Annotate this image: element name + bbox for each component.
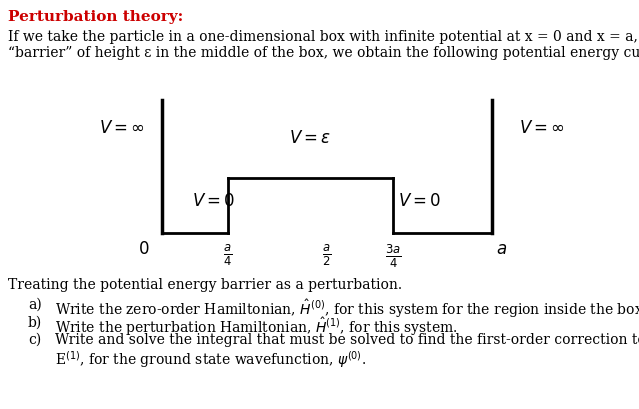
Text: Write and solve the integral that must be solved to find the first-order correct: Write and solve the integral that must b… [55, 333, 639, 347]
Text: Perturbation theory:: Perturbation theory: [8, 10, 183, 24]
Text: $V = 0$: $V = 0$ [192, 193, 235, 210]
Text: c): c) [28, 333, 42, 347]
Text: $\frac{3a}{4}$: $\frac{3a}{4}$ [385, 243, 401, 270]
Text: Write the zero-order Hamiltonian, $\hat{H}^{(0)}$, for this system for the regio: Write the zero-order Hamiltonian, $\hat{… [55, 298, 639, 320]
Text: $V = \varepsilon$: $V = \varepsilon$ [289, 130, 332, 147]
Text: “barrier” of height ε in the middle of the box, we obtain the following potentia: “barrier” of height ε in the middle of t… [8, 46, 639, 60]
Text: $\frac{a}{4}$: $\frac{a}{4}$ [223, 243, 233, 268]
Text: $0$: $0$ [138, 241, 150, 258]
Text: Treating the potential energy barrier as a perturbation.: Treating the potential energy barrier as… [8, 278, 402, 292]
Text: $a$: $a$ [497, 241, 507, 258]
Text: Write the perturbation Hamiltonian, $\hat{H}^{(1)}$, for this system.: Write the perturbation Hamiltonian, $\ha… [55, 316, 458, 338]
Text: b): b) [28, 316, 42, 330]
Text: $V = \infty$: $V = \infty$ [519, 120, 565, 137]
Text: $V = \infty$: $V = \infty$ [99, 120, 145, 137]
Text: a): a) [28, 298, 42, 312]
Text: If we take the particle in a one-dimensional box with infinite potential at x = : If we take the particle in a one-dimensi… [8, 30, 639, 44]
Text: $V = 0$: $V = 0$ [398, 193, 442, 210]
Text: E$^{(1)}$, for the ground state wavefunction, $\psi^{(0)}$.: E$^{(1)}$, for the ground state wavefunc… [55, 349, 366, 370]
Text: $\frac{a}{2}$: $\frac{a}{2}$ [322, 243, 332, 268]
